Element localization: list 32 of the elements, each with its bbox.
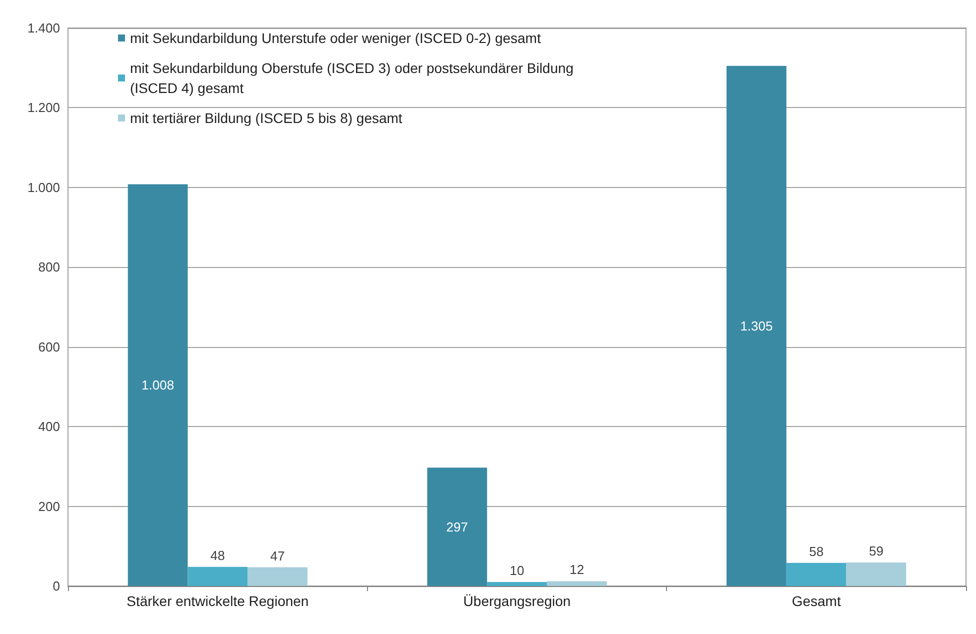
bar [846,562,906,586]
bar [427,468,488,586]
y-tick-label: 1.200 [27,100,60,116]
y-tick-label: 800 [38,260,60,275]
bar [786,562,846,586]
bar [128,184,188,586]
legend-label: mit tertiärer Bildung (ISCED 5 bis 8) gesamt [130,110,402,126]
data-label: 1.305 [740,318,773,334]
x-tick-label: Übergangsregion [463,593,571,609]
data-label: 48 [210,548,225,563]
data-label: 12 [570,562,584,578]
y-tick-label: 1.400 [27,20,60,36]
data-label: 1.008 [142,378,174,393]
y-tick-label: 200 [38,498,60,514]
data-label: 58 [809,544,824,559]
bar [248,567,308,586]
x-tick-label: Stärker entwickelte Regionen [126,593,309,609]
data-label: 297 [446,519,468,534]
y-tick-label: 400 [38,419,60,434]
x-tick-label: Gesamt [792,593,841,609]
bar [188,566,248,586]
bar [546,581,607,586]
legend-label: mit Sekundarbildung Unterstufe oder weniger (ISCED 0-2) gesamt [130,30,541,46]
data-label: 47 [270,548,285,564]
y-tick-label: 600 [38,339,60,354]
data-label: 10 [510,563,524,578]
data-label: 59 [868,543,884,558]
bar [726,66,786,586]
bar [487,582,547,586]
y-tick-label: 1.000 [27,180,60,195]
y-tick-label: 0 [52,578,60,594]
legend-label: mit Sekundarbildung Oberstufe (ISCED 3) oder postsekundärer Bildung (ISCED 4) gesamt [130,60,578,96]
